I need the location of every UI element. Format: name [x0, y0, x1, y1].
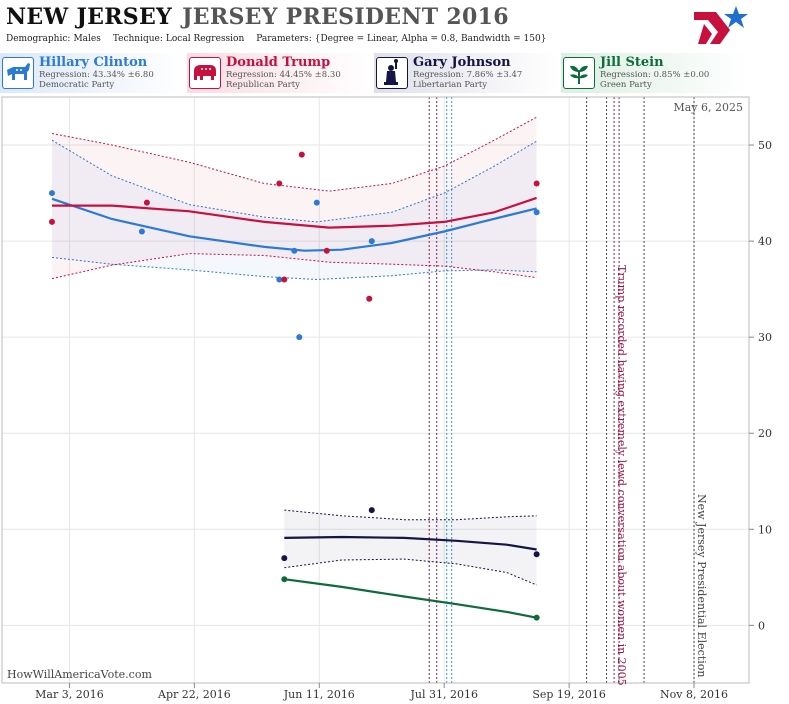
poll-point [138, 228, 145, 235]
poll-point [533, 209, 540, 216]
poll-point [291, 247, 298, 254]
event-lines [428, 97, 695, 683]
poll-point [281, 555, 288, 562]
confidence-bands [51, 116, 537, 586]
poll-point [48, 190, 55, 197]
elephant-icon [189, 57, 221, 89]
site-footer: HowWillAmericaVote.com [7, 668, 152, 681]
demographic-value: Males [73, 34, 101, 44]
technique-label: Technique: [112, 34, 163, 44]
candidate-regression: Regression: 0.85% ±0.00 [600, 70, 710, 80]
poll-point [281, 276, 288, 283]
axes: 0 10 20 30 40 50 Mar 3, 2016 Apr 22, 2016 Jun 11… [1, 96, 772, 701]
band-upper-line [51, 139, 537, 223]
x-tick-label: Apr 22, 2016 [157, 688, 231, 701]
band-upper-line [284, 509, 537, 521]
y-tick-label: 50 [758, 139, 772, 152]
poll-points [48, 151, 540, 621]
poll-point [533, 551, 540, 558]
candidate-name: Hillary Clinton [39, 55, 148, 70]
poll-point [276, 180, 283, 187]
x-tick-label: Jun 11, 2016 [283, 688, 355, 701]
poll-point [48, 218, 55, 225]
candidate-card-clinton: Hillary Clinton Regression: 43.34% ±6.80… [0, 53, 186, 93]
candidate-card-johnson: Gary Johnson Regression: 7.86% ±3.47 Lib… [374, 53, 560, 93]
candidate-legend: Hillary Clinton Regression: 43.34% ±6.80… [0, 53, 789, 93]
confidence-band [52, 140, 537, 280]
candidate-party: Green Party [600, 80, 652, 90]
poll-point [533, 614, 540, 621]
regression-lines [51, 196, 537, 619]
poll-point [281, 576, 288, 583]
candidate-regression: Regression: 44.45% ±8.30 [226, 70, 341, 80]
poll-point [276, 276, 283, 283]
candidate-card-trump: Donald Trump Regression: 44.45% ±8.30 Re… [187, 53, 373, 93]
x-tick-label: Mar 3, 2016 [35, 688, 104, 701]
poll-point [298, 151, 305, 158]
y-tick-label: 10 [758, 523, 772, 536]
confidence-band [284, 510, 537, 585]
technique-value: Local Regression [165, 34, 245, 44]
y-tick-label: 0 [758, 619, 765, 632]
demographic-label: Demographic: [6, 34, 71, 44]
regression-line [51, 197, 537, 252]
x-tick-label: Jul 31, 2016 [409, 688, 478, 701]
y-tick-label: 30 [758, 331, 772, 344]
annotations: May 6, 2025 Trump recorded having extreme… [7, 101, 743, 686]
site-logo [694, 6, 748, 44]
candidate-regression: Regression: 43.34% ±6.80 [39, 70, 154, 80]
regression-line [52, 196, 537, 229]
state-title: NEW JERSEY [6, 4, 173, 30]
x-tick-label: Nov 8, 2016 [660, 688, 728, 701]
regression-line [284, 535, 537, 551]
candidate-name: Gary Johnson [413, 55, 511, 70]
candidate-regression: Regression: 7.86% ±3.47 [413, 70, 523, 80]
poll-point [533, 180, 540, 187]
confidence-band [52, 117, 537, 279]
donkey-icon [2, 57, 34, 89]
poll-point [366, 295, 373, 302]
plant-icon [563, 57, 595, 89]
poll-point [296, 334, 303, 341]
poll-point [143, 199, 150, 206]
race-title: JERSEY PRESIDENT 2016 [182, 4, 509, 30]
date-label: May 6, 2025 [673, 101, 743, 114]
band-lower-line [51, 253, 537, 280]
x-tick-label: Sep 19, 2016 [532, 688, 606, 701]
poll-point [368, 238, 375, 245]
page-title: NEW JERSEY JERSEY PRESIDENT 2016 [6, 4, 509, 30]
band-lower-line [284, 558, 537, 586]
parameters-label: Parameters: [256, 34, 312, 44]
candidate-card-stein: Jill Stein Regression: 0.85% ±0.00 Green… [561, 53, 747, 93]
candidate-party: Republican Party [226, 80, 300, 90]
parameters-value: {Degree = Linear, Alpha = 0.8, Bandwidth… [314, 34, 547, 44]
regression-line [284, 578, 537, 619]
poll-point [368, 507, 375, 514]
parameters-line: Demographic: Males Technique: Local Regress… [6, 34, 558, 44]
y-tick-label: 20 [758, 427, 772, 440]
y-tick-label: 40 [758, 235, 772, 248]
plot-frame [1, 96, 750, 684]
statue-of-liberty-icon [376, 57, 408, 89]
candidate-party: Democratic Party [39, 80, 115, 90]
poll-point [313, 199, 320, 206]
poll-point [323, 247, 330, 254]
candidate-name: Donald Trump [226, 55, 331, 70]
candidate-party: Libertarian Party [413, 80, 488, 90]
band-lower-line [51, 256, 537, 281]
event-annotation: New Jersey Presidential Election [695, 494, 708, 677]
candidate-name: Jill Stein [600, 55, 664, 70]
event-annotation: Trump recorded having extremely lewd con… [615, 265, 628, 686]
